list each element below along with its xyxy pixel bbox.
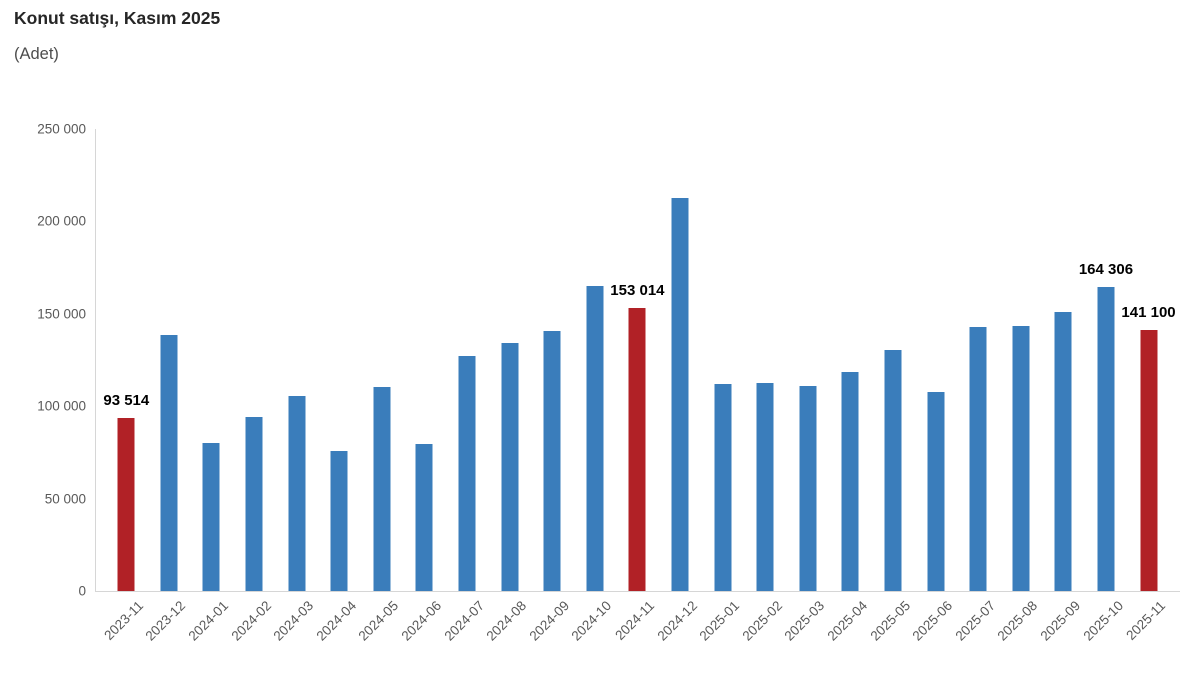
bar-slot-2024-07: [446, 129, 489, 591]
bar-2024-09: [543, 330, 561, 591]
bar-2024-03: [288, 396, 306, 591]
bar-slot-2024-12: [659, 129, 702, 591]
bar-2025-05: [884, 349, 902, 591]
x-tick-2024-12: 2024-12: [654, 598, 700, 644]
y-axis-labels: 0 50 000 100 000 150 000 200 000 250 000: [0, 122, 86, 599]
bar-slot-2025-09: [1042, 129, 1085, 591]
y-tick-200-000: 200 000: [37, 213, 86, 229]
bar-slot-2023-12: [148, 129, 191, 591]
x-tick-2024-01: 2024-01: [185, 598, 232, 644]
bar-2025-03: [799, 386, 817, 591]
value-label-2025-10: 164 306: [1078, 261, 1134, 279]
bar-2025-08: [1012, 326, 1030, 591]
chart-subtitle: (Adet): [14, 45, 59, 63]
bar-2024-02: [245, 417, 263, 591]
bar-2024-01: [202, 442, 220, 591]
y-tick-150-000: 150 000: [37, 306, 86, 322]
y-axis-line: [95, 129, 96, 591]
bar-slot-2023-11: 93 514: [103, 129, 150, 591]
x-tick-2024-02: 2024-02: [228, 598, 274, 644]
bar-2024-10: [586, 285, 604, 591]
bar-2025-11: [1140, 330, 1158, 591]
bar-2024-05: [373, 386, 391, 591]
x-tick-2024-08: 2024-08: [483, 598, 530, 644]
bar-2025-01: [714, 383, 732, 591]
bar-2025-06: [927, 391, 945, 591]
y-tick-0: 0: [78, 583, 86, 599]
bar-slot-2025-07: [957, 129, 1000, 591]
bar-2023-11: [117, 418, 135, 591]
bar-2025-10: [1097, 287, 1115, 591]
bar-slot-2025-02: [744, 129, 787, 591]
x-tick-2024-11: 2024-11: [612, 598, 658, 643]
x-tick-2025-01: 2025-01: [696, 598, 743, 644]
x-tick-2025-09: 2025-09: [1037, 598, 1084, 644]
bar-2024-06: [415, 444, 433, 591]
bar-slot-2024-04: [318, 129, 361, 591]
bar-2024-08: [501, 343, 519, 591]
bar-slot-2024-02: [233, 129, 276, 591]
bar-2025-09: [1054, 312, 1072, 591]
x-tick-2025-07: 2025-07: [952, 598, 998, 644]
x-tick-2024-09: 2024-09: [526, 598, 572, 644]
x-tick-2024-07: 2024-07: [441, 598, 487, 644]
x-tick-2025-02: 2025-02: [739, 598, 785, 644]
bar-slot-2025-04: [829, 129, 872, 591]
bar-2025-02: [756, 382, 774, 591]
y-tick-100-000: 100 000: [37, 398, 86, 414]
bar-slot-2025-11: 141 100: [1121, 129, 1176, 591]
x-tick-2025-11: 2025-11: [1123, 598, 1169, 643]
value-label-2024-11: 153 014: [610, 282, 665, 300]
bar-slot-2024-03: [275, 129, 318, 591]
x-tick-2025-06: 2025-06: [909, 598, 956, 644]
bar-slot-2025-06: [914, 129, 957, 591]
value-label-2025-11: 141 100: [1121, 304, 1176, 322]
x-tick-2024-05: 2024-05: [355, 598, 402, 644]
bar-slot-2025-08: [999, 129, 1042, 591]
x-tick-2025-10: 2025-10: [1080, 598, 1126, 644]
x-tick-2025-03: 2025-03: [781, 598, 828, 644]
x-tick-2025-04: 2025-04: [824, 598, 871, 644]
bar-slot-2024-06: [403, 129, 446, 591]
x-tick-2024-10: 2024-10: [568, 598, 615, 644]
bar-2024-11: [628, 308, 646, 591]
x-axis-labels: 2023-11 2023-12 2024-01 2024-02 2024-03 2024-…: [101, 592, 1170, 678]
x-tick-2023-11: 2023-11: [100, 598, 146, 643]
bars-container: 93 514 153 014 164 306 141 100: [103, 129, 1176, 591]
bar-slot-2025-03: [787, 129, 830, 591]
bar-slot-2024-09: [531, 129, 574, 591]
bar-slot-2025-05: [872, 129, 915, 591]
x-tick-2023-12: 2023-12: [142, 598, 189, 644]
bar-slot-2024-05: [361, 129, 404, 591]
x-tick-2024-03: 2024-03: [270, 598, 317, 644]
bar-2023-12: [160, 334, 178, 591]
x-axis-baseline: [95, 591, 1180, 592]
x-tick-2025-08: 2025-08: [994, 598, 1041, 644]
bar-slot-2024-11: 153 014: [610, 129, 665, 591]
bar-slot-2024-10: [574, 129, 617, 591]
x-tick-2024-04: 2024-04: [313, 598, 359, 644]
x-tick-2024-06: 2024-06: [398, 598, 445, 644]
bar-slot-2025-10: 164 306: [1079, 129, 1133, 591]
y-tick-50-000: 50 000: [44, 491, 86, 507]
bar-slot-2025-01: [701, 129, 744, 591]
bar-slot-2024-08: [488, 129, 531, 591]
bar-2024-07: [458, 356, 476, 591]
chart-title: Konut satışı, Kasım 2025: [14, 8, 221, 28]
bar-2025-07: [969, 327, 987, 591]
bar-2024-04: [330, 451, 348, 591]
bar-slot-2024-01: [190, 129, 233, 591]
y-tick-250-000: 250 000: [37, 121, 86, 137]
bar-2025-04: [841, 372, 859, 591]
value-label-2023-11: 93 514: [103, 392, 150, 410]
x-tick-2025-05: 2025-05: [867, 598, 913, 644]
bar-2024-12: [671, 198, 689, 591]
